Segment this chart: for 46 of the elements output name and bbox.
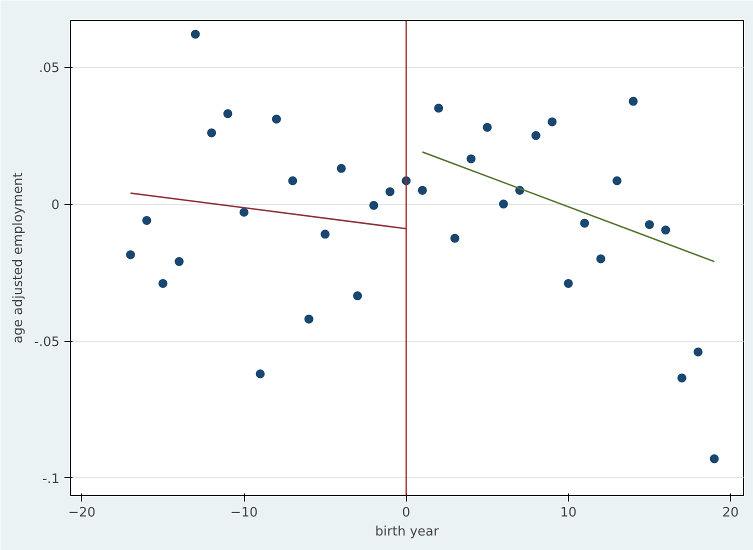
y-tick-label: -.05 <box>34 335 60 350</box>
point <box>158 278 168 288</box>
point <box>304 314 314 324</box>
point <box>240 208 249 217</box>
point <box>580 218 590 228</box>
point <box>677 373 686 382</box>
point <box>466 154 476 164</box>
point <box>418 186 427 195</box>
x-tick-label: −10 <box>230 506 258 520</box>
x-tick-label: −20 <box>68 506 96 520</box>
point <box>174 257 184 266</box>
x-axis-title: birth year <box>375 524 440 540</box>
point <box>336 164 346 173</box>
point <box>612 176 622 186</box>
point <box>531 131 540 140</box>
point <box>434 104 444 113</box>
point <box>207 128 216 138</box>
point <box>482 122 492 132</box>
point <box>190 30 200 39</box>
point <box>223 109 232 118</box>
point <box>385 187 394 196</box>
point <box>661 226 670 235</box>
x-tick-label: 0 <box>402 506 410 520</box>
y-tick-label: -.1 <box>42 472 60 487</box>
point <box>353 291 362 300</box>
point <box>498 200 508 209</box>
point <box>628 96 638 106</box>
point <box>126 250 135 260</box>
point <box>288 176 298 186</box>
x-tick-label: 10 <box>560 506 577 520</box>
point <box>548 117 557 126</box>
point <box>450 234 460 243</box>
y-tick-label: 0 <box>51 198 60 214</box>
point <box>142 216 152 225</box>
point <box>596 254 606 264</box>
point <box>694 347 703 356</box>
point <box>369 200 378 210</box>
point <box>710 454 719 464</box>
point <box>272 114 281 124</box>
point <box>320 230 330 239</box>
y-tick-label: .05 <box>38 61 60 76</box>
point <box>256 369 265 378</box>
y-axis-title: age adjusted employment <box>11 172 26 344</box>
point <box>644 220 654 230</box>
point <box>564 278 573 288</box>
x-tick-label: 20 <box>722 506 739 520</box>
